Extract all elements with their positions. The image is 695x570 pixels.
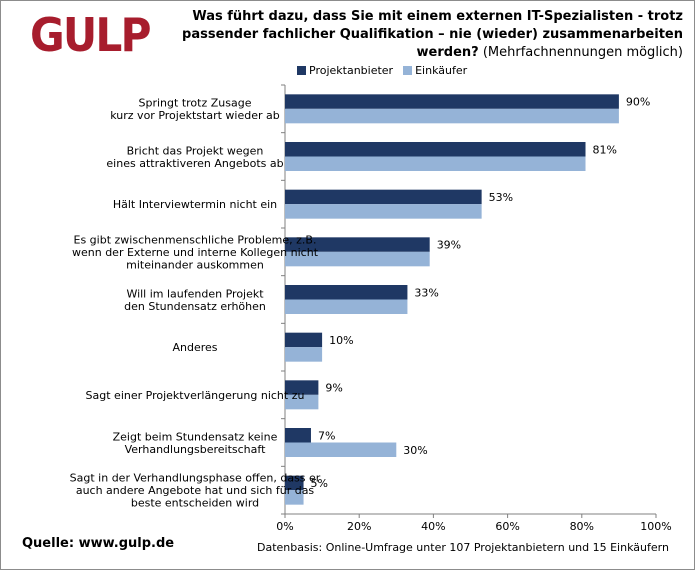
legend-item-einkaeufer: Einkäufer — [403, 64, 467, 77]
data-label: 39% — [437, 239, 461, 252]
gulp-logo: GULP — [30, 8, 152, 62]
x-tick-label: 0% — [276, 520, 293, 533]
category-label: Hält Interviewtermin nicht ein — [113, 198, 277, 211]
x-tick-label: 20% — [347, 520, 371, 533]
bar-projektanbieter — [285, 332, 323, 348]
data-label: 7% — [318, 429, 335, 442]
source-note: Quelle: www.gulp.de — [22, 536, 175, 551]
bar-einkaeufer — [285, 394, 319, 410]
data-basis-note: Datenbasis: Online-Umfrage unter 107 Pro… — [257, 541, 669, 554]
category-label: Zeigt beim Stundensatz keine — [113, 430, 278, 443]
data-label: 81% — [593, 143, 617, 156]
chart-title-question: Was führt dazu, dass Sie mit einem exter… — [182, 9, 683, 60]
bar-projektanbieter — [285, 237, 430, 252]
legend-item-projektanbieter: Projektanbieter — [297, 64, 393, 77]
bar-projektanbieter — [285, 189, 482, 205]
bar-einkaeufer — [285, 156, 586, 171]
data-label: 30% — [403, 444, 427, 457]
category-label: eines attraktiveren Angebots ab — [106, 157, 283, 170]
category-label: Anderes — [172, 341, 217, 354]
bar-einkaeufer — [285, 490, 304, 505]
legend-swatch-projektanbieter — [297, 66, 306, 75]
category-label: miteinander auskommen — [126, 258, 264, 271]
category-label: kurz vor Projektstart wieder ab — [110, 109, 279, 122]
bar-einkaeufer — [285, 299, 408, 314]
legend: Projektanbieter Einkäufer — [297, 64, 477, 77]
category-label: Will im laufenden Projekt — [126, 287, 264, 300]
category-label: beste entscheiden wird — [131, 497, 259, 510]
bar-einkaeufer — [285, 442, 397, 457]
x-tick-label: 60% — [495, 520, 519, 533]
data-label: 33% — [414, 286, 438, 299]
category-label: Sagt einer Projektverlängerung nicht zu — [86, 389, 305, 402]
bar-projektanbieter — [285, 142, 586, 157]
bar-projektanbieter — [285, 428, 311, 443]
category-label: Bricht das Projekt wegen — [127, 144, 264, 157]
legend-swatch-einkaeufer — [403, 66, 413, 75]
legend-label-einkaeufer: Einkäufer — [415, 64, 468, 77]
bar-projektanbieter — [285, 475, 304, 491]
category-label: Verhandlungsbereitschaft — [125, 443, 266, 456]
chart-title: Was führt dazu, dass Sie mit einem exter… — [163, 8, 683, 62]
category-label: Springt trotz Zusage — [139, 97, 252, 110]
data-label: 10% — [329, 334, 353, 347]
bar-projektanbieter — [285, 285, 408, 300]
data-label: 53% — [489, 191, 513, 204]
data-label: 9% — [325, 382, 342, 395]
x-tick-label: 40% — [421, 520, 445, 533]
category-label: Es gibt zwischenmenschliche Probleme, z.… — [74, 233, 317, 246]
x-tick-label: 80% — [570, 520, 594, 533]
bar-einkaeufer — [285, 347, 323, 362]
bar-einkaeufer — [285, 108, 619, 124]
data-label: 5% — [311, 477, 328, 490]
bar-einkaeufer — [285, 204, 482, 219]
bar-einkaeufer — [285, 251, 430, 267]
category-label: auch andere Angebote hat und sich für da… — [76, 484, 315, 497]
bar-projektanbieter — [285, 380, 319, 395]
category-label: Sagt in der Verhandlungsphase offen, das… — [70, 472, 321, 485]
legend-label-projektanbieter: Projektanbieter — [309, 64, 394, 77]
category-label: wenn der Externe und interne Kollegen ni… — [72, 246, 319, 259]
category-label: den Stundensatz erhöhen — [124, 300, 266, 313]
bar-projektanbieter — [285, 94, 619, 109]
chart-title-note: (Mehrfachnennungen möglich) — [482, 45, 683, 60]
data-label: 90% — [626, 96, 650, 109]
x-tick-label: 100% — [640, 520, 671, 533]
